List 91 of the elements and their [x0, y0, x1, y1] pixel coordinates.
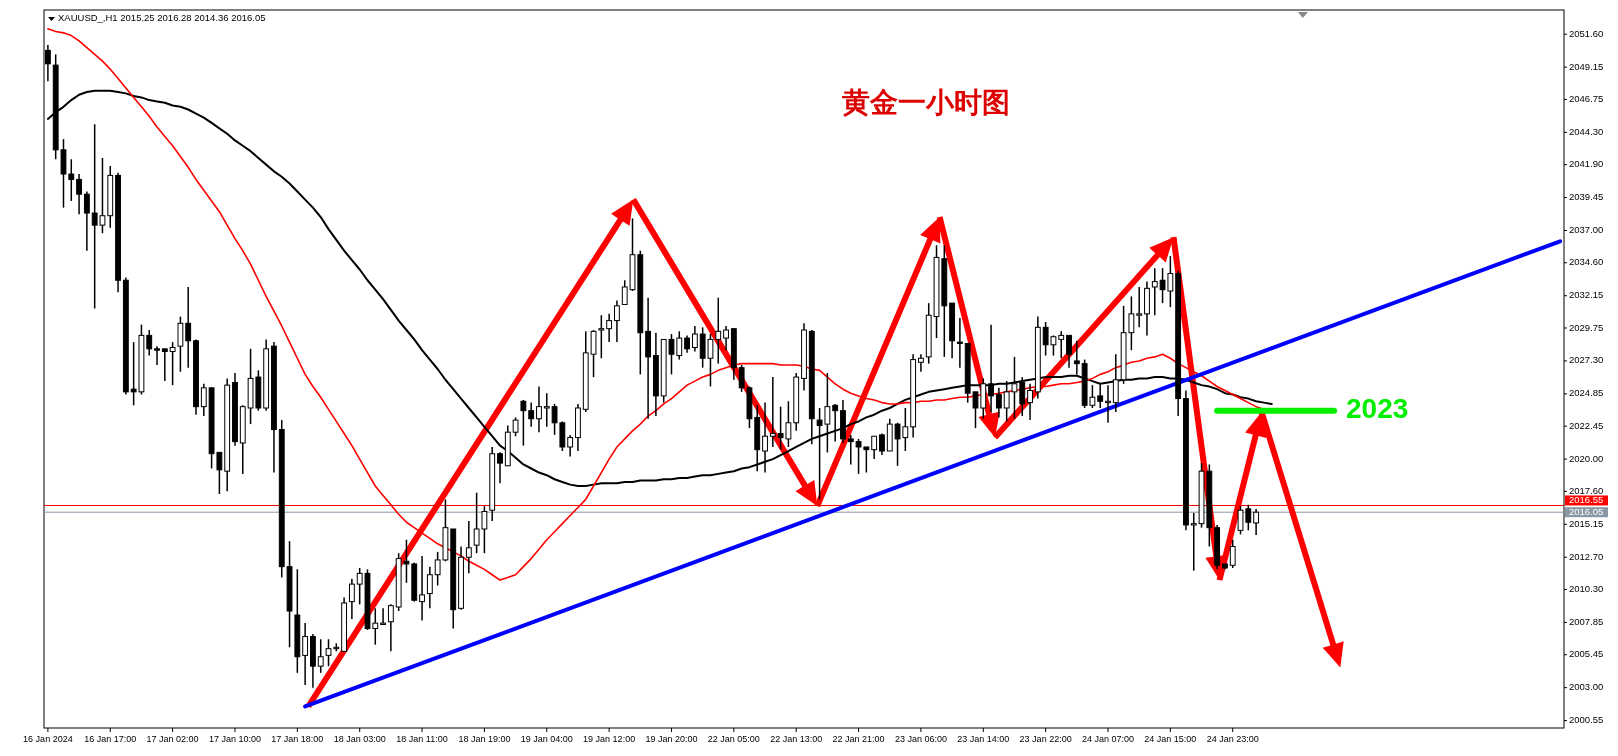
y-tick-label: 2022.45 — [1569, 419, 1604, 431]
x-tick-label: 22 Jan 21:00 — [832, 734, 885, 744]
candlestick — [1066, 334, 1072, 369]
y-tick-label: 2039.45 — [1569, 191, 1604, 203]
candlestick — [317, 638, 324, 674]
x-tick-label: 23 Jan 22:00 — [1019, 734, 1072, 744]
y-tick-label: 2046.75 — [1569, 92, 1604, 104]
x-tick-label: 16 Jan 2024 — [23, 734, 73, 744]
y-tick-label: 2003.00 — [1569, 681, 1604, 693]
candlestick — [177, 315, 184, 373]
x-tick-label: 22 Jan 13:00 — [770, 734, 823, 744]
x-tick-label: 19 Jan 04:00 — [520, 734, 573, 744]
candlestick — [169, 341, 176, 386]
candlestick — [769, 376, 776, 448]
candlestick — [606, 313, 613, 343]
candlestick — [83, 190, 90, 252]
y-tick-label: 2037.00 — [1569, 224, 1604, 236]
candlestick — [1112, 353, 1119, 413]
candlestick — [832, 403, 839, 443]
candlestick — [528, 401, 535, 428]
candlestick — [762, 401, 768, 474]
candlestick — [723, 325, 729, 351]
annotation: XAUUSD_,H1 2015.25 2016.28 2014.36 2016.05 — [58, 12, 266, 23]
y-tick-label: 2012.70 — [1569, 550, 1604, 562]
candlestick — [200, 383, 207, 417]
x-tick-label: 24 Jan 07:00 — [1081, 734, 1135, 744]
candlestick — [348, 578, 355, 620]
candlestick — [497, 451, 503, 485]
candlestick — [691, 325, 698, 353]
y-tick-label: 2044.30 — [1569, 125, 1604, 137]
candlestick — [426, 565, 433, 610]
ref-line-label: 2016.05 — [1569, 505, 1604, 517]
y-tick-label: 2020.00 — [1569, 452, 1604, 464]
candlestick — [956, 317, 963, 369]
x-tick-label: 23 Jan 14:00 — [957, 734, 1010, 744]
x-tick-label: 18 Jan 03:00 — [333, 734, 386, 744]
candlestick — [598, 314, 605, 359]
y-tick-label: 2032.15 — [1569, 289, 1604, 301]
candlestick — [871, 435, 878, 460]
x-tick-label: 16 Jan 17:00 — [84, 734, 137, 744]
x-tick-label: 24 Jan 15:00 — [1144, 734, 1197, 744]
candlestick — [76, 173, 82, 216]
x-tick-label: 22 Jan 05:00 — [707, 734, 760, 744]
candlestick — [1073, 340, 1080, 376]
candlestick — [520, 399, 527, 447]
candlestick — [154, 345, 160, 366]
y-tick-label: 2034.60 — [1569, 256, 1604, 268]
y-tick-label: 2049.15 — [1569, 60, 1604, 72]
x-tick-label: 18 Jan 19:00 — [458, 734, 511, 744]
candlestick — [387, 603, 394, 653]
y-tick-label: 2027.30 — [1569, 354, 1604, 366]
candlestick — [1136, 286, 1143, 329]
candlestick — [419, 555, 425, 622]
candlestick — [380, 607, 386, 626]
candlestick — [567, 434, 574, 458]
candlestick — [1105, 384, 1111, 424]
x-tick-label: 19 Jan 20:00 — [645, 734, 698, 744]
x-tick-label: 24 Jan 23:00 — [1206, 734, 1259, 744]
ref-line-label: 2016.55 — [1569, 493, 1604, 505]
candlestick — [988, 323, 994, 413]
y-tick-label: 2029.75 — [1569, 321, 1604, 333]
candlestick — [995, 387, 1002, 419]
candlestick — [1229, 539, 1236, 569]
x-tick-label: 17 Jan 02:00 — [146, 734, 199, 744]
candlestick — [536, 385, 542, 433]
x-tick-label: 23 Jan 06:00 — [894, 734, 947, 744]
y-tick-label: 2041.90 — [1569, 158, 1604, 170]
y-tick-label: 2051.60 — [1569, 27, 1604, 39]
y-tick-label: 2000.55 — [1569, 714, 1604, 726]
x-tick-label: 17 Jan 10:00 — [208, 734, 261, 744]
candlestick — [161, 348, 168, 382]
candlestick — [185, 286, 192, 369]
text: 黄金一小时图 — [841, 86, 1010, 119]
y-tick-label: 2010.30 — [1569, 583, 1604, 595]
y-tick-label: 2007.85 — [1569, 615, 1604, 627]
x-tick-label: 17 Jan 18:00 — [271, 734, 324, 744]
candlestick — [465, 520, 472, 575]
series-label: 2023 — [1346, 393, 1409, 425]
candlestick — [1097, 383, 1104, 409]
candlestick — [512, 416, 519, 437]
x-tick-label: 18 Jan 11:00 — [396, 734, 448, 744]
candlestick — [918, 353, 924, 373]
y-tick-label: 2017.60 — [1569, 484, 1604, 496]
candlestick — [1027, 383, 1033, 421]
candlestick — [614, 299, 620, 343]
y-tick-label: 2005.45 — [1569, 648, 1604, 660]
candlestick — [1253, 508, 1260, 536]
y-tick-label: 2024.85 — [1569, 387, 1604, 399]
candlestick — [302, 622, 309, 686]
y-tick-label: 2015.15 — [1569, 517, 1604, 529]
x-tick-label: 19 Jan 12:00 — [583, 734, 636, 744]
